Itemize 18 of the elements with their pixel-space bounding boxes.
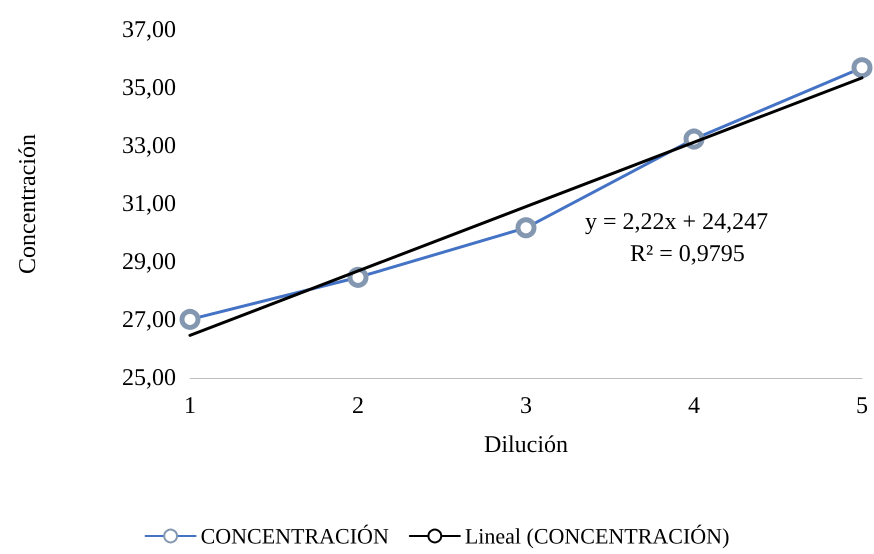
x-tick-label: 5	[856, 393, 868, 419]
y-tick-label: 29,00	[122, 249, 176, 275]
y-tick-label: 31,00	[122, 191, 176, 217]
x-tick-label: 1	[184, 393, 196, 419]
y-tick-label: 37,00	[122, 17, 176, 43]
y-tick-label: 27,00	[122, 307, 176, 333]
legend-label: Lineal (CONCENTRACIÓN)	[464, 524, 730, 548]
y-tick-label: 35,00	[122, 75, 176, 101]
y-tick-label: 25,00	[122, 365, 176, 391]
y-axis-title: Concentración	[15, 134, 41, 274]
x-tick-label: 2	[352, 393, 364, 419]
legend-label: CONCENTRACIÓN	[200, 524, 389, 548]
annotation: y = 2,22x + 24,247	[585, 209, 768, 235]
y-tick-label: 33,00	[122, 133, 176, 159]
x-tick-label: 3	[520, 393, 532, 419]
x-tick-label: 4	[688, 393, 700, 419]
x-axis-title: Dilución	[484, 432, 568, 458]
annotation: R² = 0,9795	[630, 241, 745, 267]
